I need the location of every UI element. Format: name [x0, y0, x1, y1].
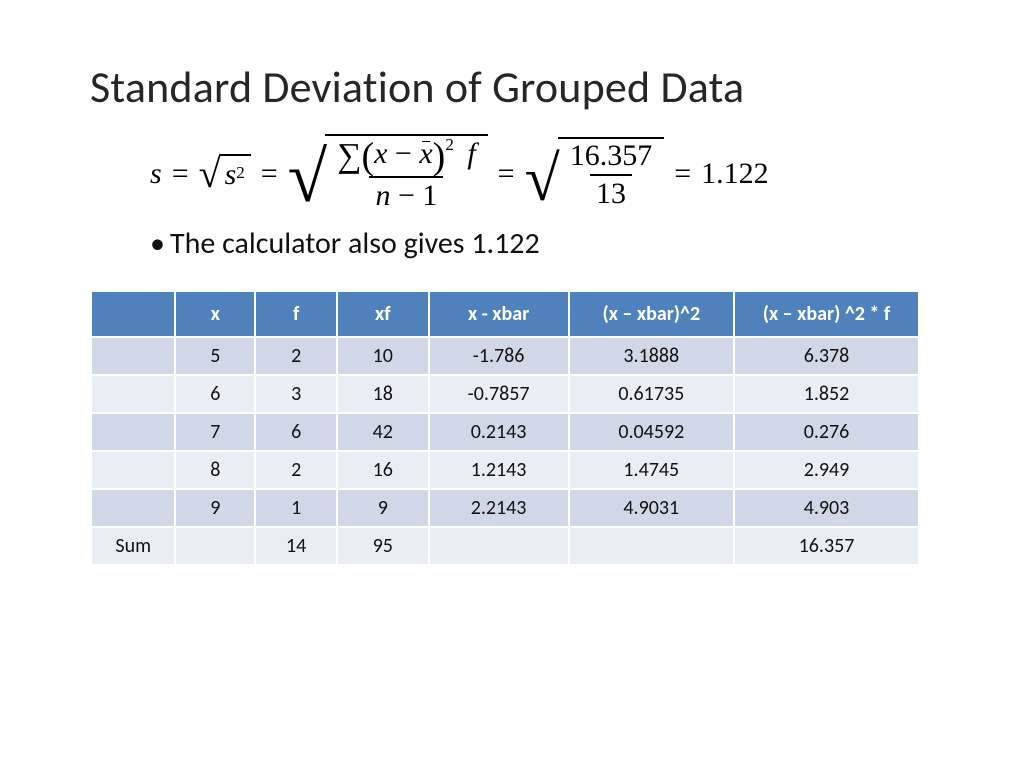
table-cell: 1.4745: [569, 451, 734, 489]
table-row: 9192.21434.90314.903: [91, 489, 919, 527]
table-cell: 4.9031: [569, 489, 734, 527]
table-cell: [569, 527, 734, 565]
table-cell: 1.852: [734, 375, 919, 413]
table-cell: 10: [337, 337, 429, 375]
formula-xbar: x: [419, 139, 432, 169]
table-cell: -0.7857: [429, 375, 569, 413]
table-cell: 6: [175, 375, 255, 413]
table-cell: [175, 527, 255, 565]
formula-squared-exp: 2: [445, 135, 454, 154]
table-cell: -1.786: [429, 337, 569, 375]
table-header: (x – xbar) ^2 * f: [734, 291, 919, 337]
formula-lhs: s: [150, 159, 162, 189]
table-cell: [91, 337, 175, 375]
table-cell: 6.378: [734, 337, 919, 375]
table-cell: 4.903: [734, 489, 919, 527]
table-cell: 7: [175, 413, 255, 451]
bullet-text: The calculator also gives 1.122: [170, 225, 934, 262]
table-cell: 3.1888: [569, 337, 734, 375]
table-cell: 2: [255, 337, 337, 375]
equals-sign: =: [498, 159, 515, 189]
table-cell: 5: [175, 337, 255, 375]
table-cell: Sum: [91, 527, 175, 565]
table-header-row: x f xf x - xbar (x – xbar)^2 (x – xbar) …: [91, 291, 919, 337]
formula-n: n: [375, 179, 390, 212]
formula-denominator: 13: [590, 174, 632, 209]
table-cell: 14: [255, 527, 337, 565]
table-cell: 2.949: [734, 451, 919, 489]
table-header: x: [175, 291, 255, 337]
page-title: Standard Deviation of Grouped Data: [90, 60, 934, 114]
formula-s-exp: 2: [236, 164, 245, 181]
table-cell: 0.61735: [569, 375, 734, 413]
equals-sign: =: [674, 159, 691, 189]
sqrt-fraction-numeric: √ 16.357 13: [525, 137, 665, 211]
table-cell: [91, 375, 175, 413]
table-row: 5210-1.7863.18886.378: [91, 337, 919, 375]
formula-result: 1.122: [701, 159, 769, 189]
table-cell: 95: [337, 527, 429, 565]
table-cell: [429, 527, 569, 565]
table-cell: 8: [175, 451, 255, 489]
table-row: 6318-0.78570.617351.852: [91, 375, 919, 413]
table-cell: [91, 413, 175, 451]
formula-1: 1: [422, 179, 437, 212]
table-cell: 6: [255, 413, 337, 451]
table-cell: 16.357: [734, 527, 919, 565]
equals-sign: =: [261, 159, 278, 189]
formula: s = √ s2 = √ ∑(x − x)2 f n − 1: [150, 134, 934, 213]
table-cell: 0.276: [734, 413, 919, 451]
table-header: xf: [337, 291, 429, 337]
formula-x: x: [374, 137, 387, 170]
table-header: [91, 291, 175, 337]
formula-f: f: [467, 137, 475, 170]
table-cell: 0.04592: [569, 413, 734, 451]
formula-numerator: 16.357: [564, 141, 659, 174]
slide: Standard Deviation of Grouped Data s = √…: [0, 0, 1024, 768]
table-cell: 9: [175, 489, 255, 527]
sqrt-s-squared: √ s2: [199, 154, 251, 194]
table-header: f: [255, 291, 337, 337]
table-cell: 0.2143: [429, 413, 569, 451]
table-cell: 9: [337, 489, 429, 527]
table-cell: 3: [255, 375, 337, 413]
table-row: 76420.21430.045920.276: [91, 413, 919, 451]
table-cell: 1.2143: [429, 451, 569, 489]
equals-sign: =: [172, 159, 189, 189]
table-cell: 2.2143: [429, 489, 569, 527]
sqrt-fraction-symbolic: √ ∑(x − x)2 f n − 1: [288, 134, 488, 213]
table-cell: 18: [337, 375, 429, 413]
table-row: Sum 1495 16.357: [91, 527, 919, 565]
table-cell: 42: [337, 413, 429, 451]
table-cell: [91, 451, 175, 489]
table-cell: 2: [255, 451, 337, 489]
formula-s-var: s: [225, 160, 237, 190]
data-table: x f xf x - xbar (x – xbar)^2 (x – xbar) …: [90, 290, 920, 566]
table-header: (x – xbar)^2: [569, 291, 734, 337]
table-cell: [91, 489, 175, 527]
table-row: 82161.21431.47452.949: [91, 451, 919, 489]
table-cell: 1: [255, 489, 337, 527]
table-header: x - xbar: [429, 291, 569, 337]
table-cell: 16: [337, 451, 429, 489]
